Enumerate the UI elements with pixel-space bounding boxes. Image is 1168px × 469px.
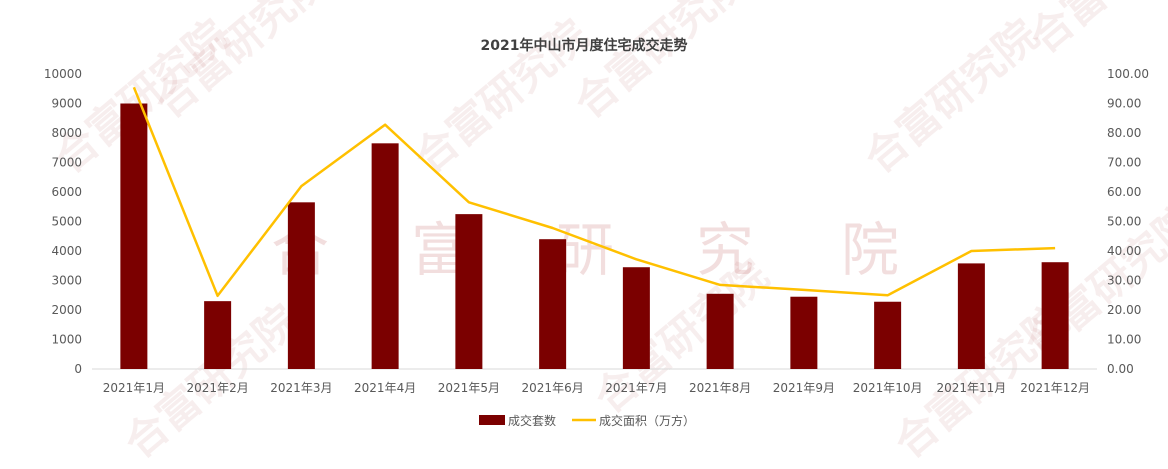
y-right-tick-label: 80.00 xyxy=(1107,126,1141,140)
y-right-tick-label: 100.00 xyxy=(1107,67,1149,81)
watermark-text: 合富研究院 xyxy=(1020,0,1168,63)
x-tick-label: 2021年1月 xyxy=(103,381,165,395)
y-left-tick-label: 5000 xyxy=(51,215,82,229)
x-tick-label: 2021年2月 xyxy=(187,381,249,395)
y-right-tick-label: 70.00 xyxy=(1107,156,1141,170)
y-left-tick-label: 1000 xyxy=(51,333,82,347)
bar xyxy=(1042,262,1069,369)
y-left-tick-label: 4000 xyxy=(51,244,82,258)
y-right-tick-label: 50.00 xyxy=(1107,215,1141,229)
x-tick-label: 2021年3月 xyxy=(270,381,332,395)
y-left-tick-label: 9000 xyxy=(51,97,82,111)
x-tick-label: 2021年11月 xyxy=(936,381,1006,395)
bar xyxy=(707,294,734,369)
y-right-tick-label: 60.00 xyxy=(1107,185,1141,199)
bar xyxy=(539,239,566,369)
bar xyxy=(958,263,985,369)
x-tick-label: 2021年8月 xyxy=(689,381,751,395)
y-left-tick-label: 0 xyxy=(74,362,82,376)
watermark-text: 合富研究院 xyxy=(855,10,1047,183)
x-tick-label: 2021年5月 xyxy=(438,381,500,395)
bar xyxy=(874,302,901,369)
bar xyxy=(288,202,315,369)
y-left-tick-label: 2000 xyxy=(51,303,82,317)
legend-swatch-bar xyxy=(479,415,505,425)
bar xyxy=(204,301,231,369)
y-right-tick-label: 30.00 xyxy=(1107,274,1141,288)
bar xyxy=(372,143,399,369)
x-tick-label: 2021年10月 xyxy=(853,381,923,395)
bar xyxy=(790,297,817,369)
chart-title: 2021年中山市月度住宅成交走势 xyxy=(481,37,688,54)
x-tick-label: 2021年7月 xyxy=(605,381,667,395)
bar xyxy=(120,104,147,370)
bar xyxy=(623,267,650,369)
y-right-tick-label: 20.00 xyxy=(1107,303,1141,317)
watermark-layer: 合富研究院合富研究院合富研究院合富研究院合富研究院合富研究院合富研究院合富研究院… xyxy=(45,0,1168,465)
legend: 成交套数 成交面积（万方） xyxy=(479,413,695,428)
watermark-text: 合富研究院 xyxy=(565,0,757,128)
bar xyxy=(455,214,482,369)
x-tick-label: 2021年6月 xyxy=(522,381,584,395)
x-tick-label: 2021年9月 xyxy=(773,381,835,395)
y-right-tick-label: 0.00 xyxy=(1107,362,1134,376)
watermark-text: 合富研究院 xyxy=(405,10,597,183)
y-left-tick-label: 6000 xyxy=(51,185,82,199)
left-axis: 0 1000 2000 3000 4000 5000 6000 7000 8000 9000 100… xyxy=(44,67,82,376)
x-tick-label: 2021年12月 xyxy=(1020,381,1090,395)
legend-label-bar: 成交套数 xyxy=(508,413,556,428)
x-tick-label: 2021年4月 xyxy=(354,381,416,395)
y-left-tick-label: 8000 xyxy=(51,126,82,140)
watermark-center-char: 究 xyxy=(696,216,754,284)
right-axis: 0.00 10.00 20.00 30.00 40.00 50.00 60.00 70.00 8… xyxy=(1107,67,1149,376)
y-left-tick-label: 7000 xyxy=(51,156,82,170)
y-right-tick-label: 40.00 xyxy=(1107,244,1141,258)
legend-label-line: 成交面积（万方） xyxy=(599,413,695,428)
y-left-tick-label: 3000 xyxy=(51,274,82,288)
watermark-text: 合富研究院 xyxy=(1015,195,1168,368)
y-right-tick-label: 10.00 xyxy=(1107,333,1141,347)
y-left-tick-label: 10000 xyxy=(44,67,82,81)
y-right-tick-label: 90.00 xyxy=(1107,97,1141,111)
watermark-center-char: 院 xyxy=(841,216,899,284)
